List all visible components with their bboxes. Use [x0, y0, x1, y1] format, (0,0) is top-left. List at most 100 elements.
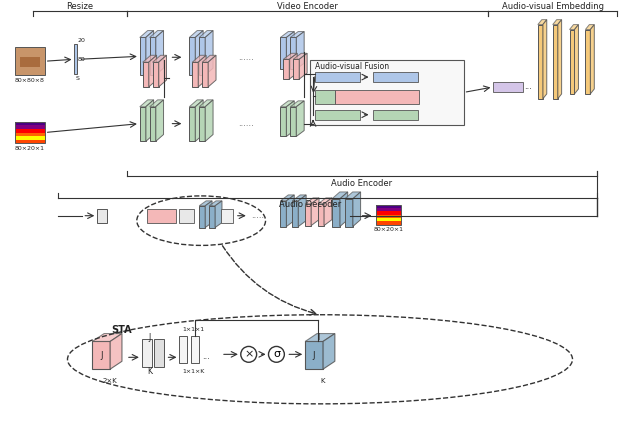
Polygon shape	[280, 31, 294, 37]
Polygon shape	[199, 107, 205, 141]
Polygon shape	[192, 62, 198, 87]
Polygon shape	[291, 31, 304, 37]
Polygon shape	[292, 195, 306, 201]
Polygon shape	[215, 201, 222, 227]
FancyBboxPatch shape	[15, 129, 45, 132]
FancyBboxPatch shape	[15, 47, 45, 75]
Polygon shape	[293, 59, 300, 79]
Text: K: K	[321, 378, 325, 384]
Polygon shape	[156, 100, 164, 141]
Polygon shape	[189, 100, 203, 107]
Text: Video Encoder: Video Encoder	[277, 2, 338, 11]
Polygon shape	[202, 62, 208, 87]
FancyBboxPatch shape	[310, 60, 463, 125]
Text: ...: ...	[202, 352, 210, 361]
Text: Audio-visual Embedding: Audio-visual Embedding	[502, 2, 604, 11]
Polygon shape	[305, 198, 319, 204]
Polygon shape	[590, 25, 595, 94]
Polygon shape	[353, 192, 360, 227]
FancyBboxPatch shape	[15, 122, 45, 125]
Polygon shape	[292, 201, 298, 227]
FancyBboxPatch shape	[376, 215, 401, 218]
Text: ......: ......	[251, 211, 266, 220]
Polygon shape	[198, 55, 206, 87]
FancyBboxPatch shape	[97, 209, 107, 223]
Polygon shape	[209, 201, 222, 206]
Polygon shape	[199, 37, 205, 75]
Polygon shape	[153, 62, 159, 87]
Text: σ: σ	[273, 349, 280, 359]
Polygon shape	[280, 37, 286, 69]
Polygon shape	[575, 25, 579, 94]
Polygon shape	[553, 25, 557, 99]
Text: STA: STA	[111, 325, 132, 335]
FancyBboxPatch shape	[191, 335, 199, 363]
Text: ...: ...	[524, 83, 532, 92]
Text: I: I	[317, 333, 319, 342]
Text: 80×20×1: 80×20×1	[15, 146, 45, 151]
Polygon shape	[318, 198, 332, 204]
FancyBboxPatch shape	[493, 82, 523, 92]
Polygon shape	[189, 107, 195, 141]
FancyBboxPatch shape	[147, 209, 177, 223]
Text: J: J	[313, 351, 316, 360]
Polygon shape	[291, 107, 296, 136]
FancyBboxPatch shape	[15, 140, 45, 144]
Polygon shape	[208, 55, 216, 87]
Polygon shape	[318, 204, 324, 226]
Polygon shape	[92, 334, 122, 341]
FancyBboxPatch shape	[374, 110, 418, 120]
Polygon shape	[140, 100, 154, 107]
Polygon shape	[553, 20, 562, 25]
Polygon shape	[150, 37, 156, 75]
Polygon shape	[538, 20, 547, 25]
Polygon shape	[195, 100, 203, 141]
Polygon shape	[284, 59, 289, 79]
Polygon shape	[199, 201, 212, 206]
Polygon shape	[140, 31, 154, 37]
Polygon shape	[570, 30, 575, 94]
Text: 1×1×1: 1×1×1	[182, 327, 204, 332]
Polygon shape	[305, 204, 311, 226]
Text: 80×80×8: 80×80×8	[15, 77, 45, 83]
Polygon shape	[323, 334, 335, 369]
Text: 2×K: 2×K	[102, 378, 118, 384]
Polygon shape	[284, 53, 297, 59]
Text: ......: ......	[238, 53, 253, 62]
Polygon shape	[150, 107, 156, 141]
Polygon shape	[150, 100, 164, 107]
Polygon shape	[209, 206, 215, 227]
Polygon shape	[202, 55, 216, 62]
Polygon shape	[345, 192, 360, 199]
Text: 80×20×1: 80×20×1	[374, 227, 404, 232]
Text: Audio-visual Fusion: Audio-visual Fusion	[315, 61, 389, 71]
FancyBboxPatch shape	[15, 125, 45, 129]
Polygon shape	[586, 25, 595, 30]
Polygon shape	[146, 31, 154, 75]
FancyBboxPatch shape	[374, 72, 418, 82]
Polygon shape	[286, 101, 294, 136]
Polygon shape	[189, 31, 203, 37]
Polygon shape	[192, 55, 206, 62]
Polygon shape	[293, 53, 307, 59]
Polygon shape	[286, 31, 294, 69]
Polygon shape	[280, 101, 294, 107]
Polygon shape	[146, 100, 154, 141]
Polygon shape	[150, 31, 164, 37]
Polygon shape	[199, 100, 213, 107]
Polygon shape	[345, 199, 353, 227]
Polygon shape	[538, 25, 543, 99]
Polygon shape	[199, 31, 213, 37]
Polygon shape	[543, 20, 547, 99]
Polygon shape	[570, 25, 579, 30]
Polygon shape	[332, 199, 340, 227]
Polygon shape	[140, 37, 146, 75]
Text: J: J	[148, 333, 151, 342]
Polygon shape	[332, 192, 348, 199]
FancyBboxPatch shape	[15, 132, 45, 136]
FancyBboxPatch shape	[335, 90, 419, 104]
FancyBboxPatch shape	[376, 218, 401, 221]
Text: ......: ......	[238, 119, 253, 128]
FancyBboxPatch shape	[74, 44, 77, 74]
Polygon shape	[324, 198, 332, 226]
